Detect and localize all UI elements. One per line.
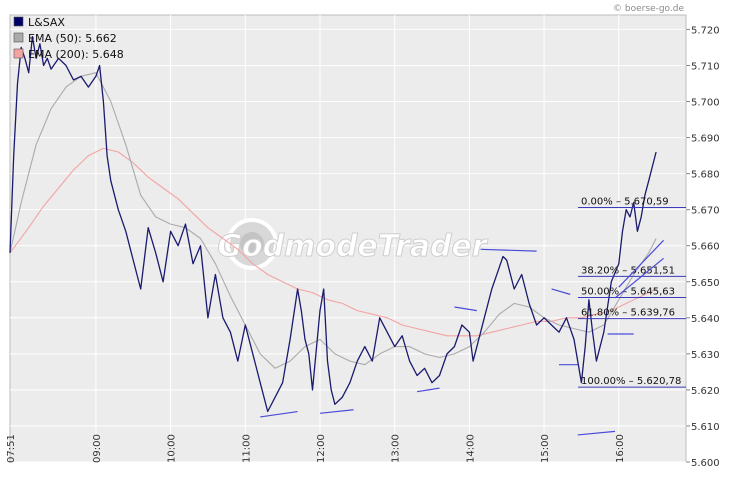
y-tick-label: 5.690 bbox=[691, 134, 720, 145]
x-tick-label: 09:00 bbox=[92, 434, 103, 463]
legend-label: L&SAX bbox=[28, 16, 65, 29]
y-tick-label: 5.670 bbox=[691, 206, 720, 217]
y-tick-label: 5.620 bbox=[691, 386, 720, 397]
trend-line bbox=[416, 387, 440, 393]
y-tick-label: 5.610 bbox=[691, 422, 720, 433]
trend-line bbox=[618, 239, 665, 288]
trend-line bbox=[614, 257, 664, 299]
watermark-brand: GodmodeTrader bbox=[217, 229, 488, 264]
legend-swatch bbox=[13, 48, 24, 59]
fib-level-label: 50.00% – 5.645,63 bbox=[581, 287, 675, 298]
fib-level-label: 0.00% – 5.670,59 bbox=[581, 197, 669, 208]
y-tick-label: 5.650 bbox=[691, 278, 720, 289]
series-line bbox=[9, 35, 657, 413]
x-tick-label: 16:00 bbox=[615, 434, 626, 463]
x-tick-label: 10:00 bbox=[167, 434, 178, 463]
trend-line bbox=[480, 248, 537, 252]
y-tick-label: 5.660 bbox=[691, 242, 720, 253]
fib-level-label: 61.80% – 5.639,76 bbox=[581, 308, 675, 319]
fib-level-label: 38.20% – 5.651,51 bbox=[581, 265, 675, 276]
axes: 5.720 5.710 5.700 5.690 5.680 5.670 5.660 5.650… bbox=[6, 25, 720, 469]
y-tick-label: 5.680 bbox=[691, 170, 720, 181]
series bbox=[9, 35, 657, 413]
series-line bbox=[9, 72, 657, 369]
y-tick-label: 5.630 bbox=[691, 350, 720, 361]
x-tick-label: 14:00 bbox=[465, 434, 476, 463]
source-label: © boerse-go.de bbox=[613, 4, 684, 14]
y-tick-label: 5.640 bbox=[691, 314, 720, 325]
fib-level-label: 100.00% – 5.620,78 bbox=[581, 376, 681, 387]
trend-line bbox=[551, 288, 571, 295]
trend-lines bbox=[260, 239, 665, 436]
x-tick-label: 12:00 bbox=[316, 434, 327, 463]
trend-line bbox=[319, 409, 354, 414]
legend-swatch bbox=[13, 16, 24, 27]
watermark-logo-icon bbox=[226, 218, 278, 270]
legend-label: EMA (200): 5.648 bbox=[28, 48, 124, 61]
trend-line bbox=[454, 306, 477, 312]
watermark: GodmodeTrader bbox=[217, 218, 489, 270]
y-tick-label: 5.600 bbox=[691, 458, 720, 469]
legend-swatch bbox=[13, 32, 24, 43]
x-tick-label: 13:00 bbox=[391, 434, 402, 463]
fibonacci-levels: 0.00% – 5.670,59 38.20% – 5.651,51 50.00% … bbox=[578, 197, 686, 388]
legend: L&SAX EMA (50): 5.662 EMA (200): 5.648 bbox=[13, 16, 124, 61]
trend-line bbox=[260, 410, 298, 418]
series-line bbox=[9, 147, 657, 337]
y-tick-label: 5.710 bbox=[691, 61, 720, 72]
legend-label: EMA (50): 5.662 bbox=[28, 32, 117, 45]
trend-line bbox=[577, 430, 616, 436]
x-tick-label: 11:00 bbox=[241, 434, 252, 463]
x-tick-label: 07:51 bbox=[6, 434, 17, 463]
x-tick-label: 15:00 bbox=[540, 434, 551, 463]
y-tick-label: 5.720 bbox=[691, 25, 720, 36]
y-tick-label: 5.700 bbox=[691, 98, 720, 109]
